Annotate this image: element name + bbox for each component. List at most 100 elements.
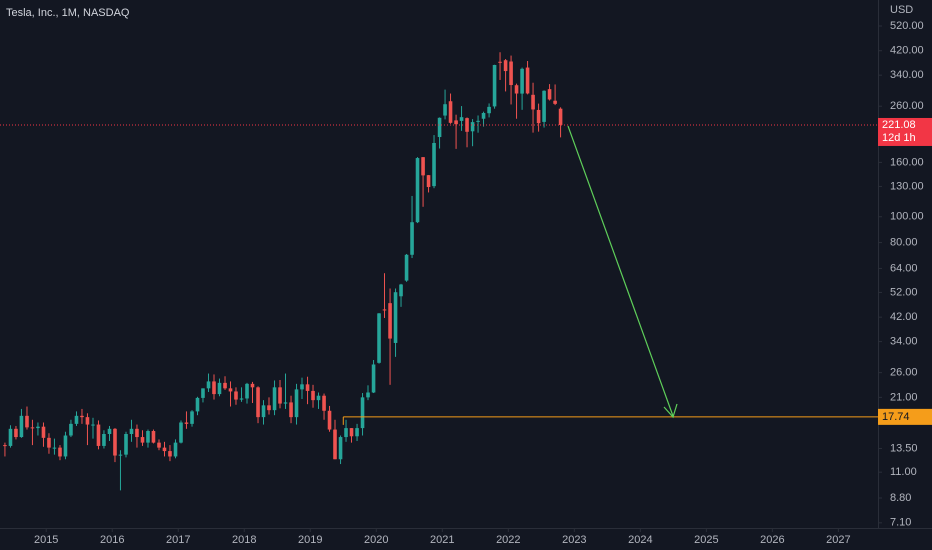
candle-body — [168, 451, 172, 457]
candle-body — [234, 391, 238, 400]
x-tick-label: 2022 — [496, 534, 520, 546]
candle-body — [250, 383, 255, 388]
candle-body — [503, 60, 508, 72]
y-tick-label: 100.00 — [890, 211, 924, 223]
candle-body — [498, 61, 502, 63]
candle-body — [459, 117, 464, 121]
y-tick-label: 260.00 — [890, 100, 924, 112]
candle-body — [547, 89, 552, 100]
candle-body — [190, 411, 194, 424]
candle-body — [531, 94, 535, 110]
candle-body — [19, 415, 24, 438]
candle-body — [371, 364, 376, 393]
candle-body — [316, 395, 321, 401]
y-tick-label: 11.00 — [890, 466, 917, 478]
candle-body — [63, 435, 68, 457]
candle-body — [382, 309, 387, 311]
candle-body — [322, 395, 326, 411]
y-tick-label: 420.00 — [890, 45, 924, 57]
candle-body — [289, 402, 293, 418]
candle-body — [52, 447, 57, 449]
x-tick-label: 2024 — [628, 534, 652, 546]
candle-body — [14, 428, 18, 438]
candle-body — [41, 426, 46, 438]
y-tick-label: 34.00 — [890, 336, 918, 348]
candle-body — [492, 64, 497, 107]
candle-body — [80, 415, 84, 418]
y-tick-label: 520.00 — [890, 20, 924, 32]
candle-body — [91, 424, 95, 426]
candle-body — [267, 405, 271, 411]
candle-body — [25, 415, 29, 428]
x-tick-label: 2019 — [298, 534, 322, 546]
candle-body — [305, 384, 310, 391]
candle-body — [399, 284, 403, 297]
candle-body — [465, 118, 469, 132]
candle-body — [113, 428, 117, 456]
candle-body — [96, 424, 101, 446]
candle-body — [476, 120, 480, 122]
last-price-box — [878, 117, 932, 146]
candle-body — [206, 381, 211, 389]
candle-body — [256, 387, 260, 418]
candle-body — [135, 428, 139, 438]
arrow-head — [663, 403, 678, 419]
candle-body — [514, 85, 519, 94]
candle-body — [481, 112, 486, 119]
candle-body — [223, 382, 227, 389]
candle-body — [8, 428, 13, 446]
candle-body — [404, 254, 409, 281]
candle-body — [85, 417, 90, 425]
candle-body — [179, 422, 183, 443]
candle-body — [124, 433, 128, 455]
candle-body — [173, 442, 178, 457]
countdown-label: 12d 1h — [882, 132, 916, 144]
candle-body — [294, 389, 299, 418]
x-tick-label: 2021 — [430, 534, 454, 546]
candle-body — [388, 303, 392, 339]
candle-body — [195, 397, 200, 412]
y-tick-label: 21.00 — [890, 391, 918, 403]
candle-body — [157, 442, 161, 448]
candle-body — [272, 387, 277, 411]
candle-body — [3, 445, 7, 447]
candle-body — [338, 437, 343, 460]
candle-body — [162, 447, 167, 452]
candle-body — [102, 433, 106, 446]
level-box — [878, 408, 932, 425]
y-tick-label: 42.00 — [890, 311, 918, 323]
candle-body — [74, 415, 79, 424]
candle-body — [454, 120, 458, 125]
trend-arrow — [567, 125, 678, 419]
candle-body — [58, 447, 62, 457]
candle-body — [415, 158, 420, 223]
candle-body — [344, 428, 348, 438]
candle-body — [536, 109, 541, 124]
candle-body — [140, 437, 145, 443]
candle-body — [30, 427, 35, 429]
candle-body — [261, 405, 266, 418]
candle-body — [360, 397, 365, 429]
x-tick-label: 2018 — [232, 534, 256, 546]
candle-body — [542, 90, 546, 122]
level-label: 17.74 — [882, 411, 910, 423]
candle-body — [129, 428, 134, 434]
candle-body — [437, 117, 442, 138]
candle-body — [558, 108, 563, 125]
candle-body — [36, 426, 40, 429]
arrow-line — [567, 125, 674, 417]
candle-body — [184, 422, 189, 424]
candle-body — [448, 101, 453, 123]
y-tick-label: 64.00 — [890, 262, 918, 274]
y-tick-label: 160.00 — [890, 156, 924, 168]
x-tick-label: 2026 — [760, 534, 784, 546]
candle-body — [525, 67, 530, 94]
candle-body — [426, 175, 431, 188]
candle-body — [283, 402, 288, 404]
candle-body — [217, 382, 222, 395]
currency-label: USD — [890, 4, 913, 16]
candle-body — [333, 429, 337, 460]
y-tick-label: 130.00 — [890, 180, 924, 192]
